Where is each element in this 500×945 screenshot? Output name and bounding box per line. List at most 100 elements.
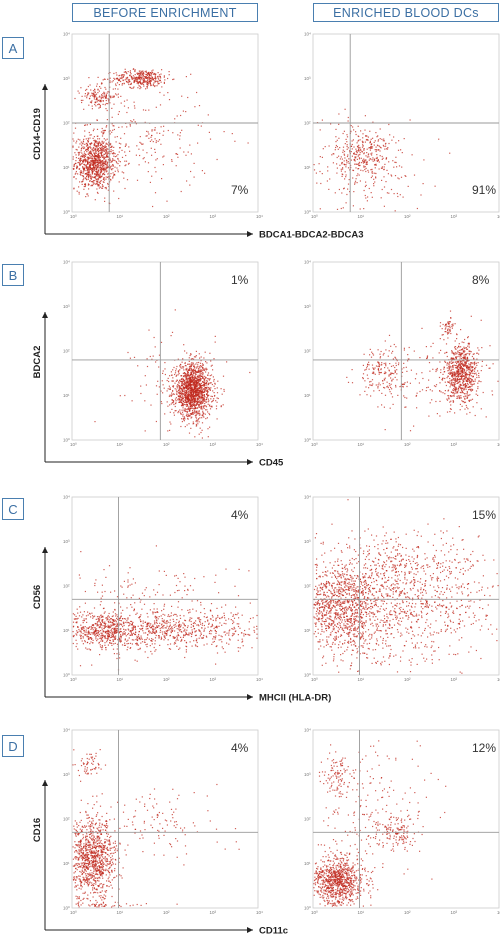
event-dot [104,92,106,94]
event-dot [157,80,159,82]
event-dot [198,383,200,385]
event-dot [175,389,177,391]
event-dot [76,167,78,170]
event-dot [112,158,114,160]
event-dot [463,396,465,398]
event-dot [360,157,362,159]
event-dot [456,347,459,349]
event-dot [454,346,457,348]
event-dot [223,131,225,133]
event-dot [390,374,392,376]
event-dot [467,380,469,382]
event-dot [96,141,98,143]
event-dot [196,393,198,395]
event-dot [393,373,395,375]
event-dot [105,95,107,97]
event-dot [171,392,173,394]
event-dot [95,154,97,156]
event-dot [188,395,190,397]
event-dot [324,146,326,148]
event-dot [459,372,461,374]
event-dot [457,382,459,384]
event-dot [140,77,143,79]
event-dot [453,395,455,397]
event-dot [329,178,331,180]
event-dot [181,381,183,383]
event-dot [101,163,103,165]
event-dot [492,363,494,365]
event-dot [480,319,482,321]
event-dot [182,402,184,404]
event-dot [86,193,88,195]
event-dot [177,399,179,401]
event-dot [198,414,200,416]
event-dot [161,69,163,71]
event-dot [162,370,164,372]
event-dot [96,630,98,632]
event-dot [460,384,462,386]
event-dot [189,387,191,389]
event-dot [160,73,162,75]
event-dot [206,392,208,395]
event-dot [176,387,178,389]
event-dot [99,618,101,620]
event-dot [117,158,119,160]
event-dot [92,166,95,169]
event-dot [152,69,154,71]
event-dot [445,323,447,325]
event-dot [187,408,189,410]
event-dot [198,353,200,355]
event-dot [320,182,322,185]
event-dot [106,109,108,112]
event-dot [186,375,188,378]
event-dot [221,393,223,395]
event-dot [95,98,98,100]
event-dot [89,143,91,145]
row-a-y-arrowhead [42,84,48,90]
event-dot [191,363,193,365]
event-dot [379,357,381,359]
event-dot [196,421,198,423]
row-b-y-arrowhead [42,312,48,318]
event-dot [132,628,134,630]
event-dot [336,167,338,169]
event-dot [83,156,85,159]
event-dot [184,373,186,375]
event-dot [191,398,193,400]
event-dot [471,355,473,358]
row-label-c: C [2,498,24,520]
event-dot [465,379,467,382]
event-dot [220,406,222,408]
event-dot [208,388,210,391]
event-dot [358,163,360,165]
event-dot [92,162,94,164]
event-dot [199,365,201,367]
event-dot [394,210,396,212]
event-dot [145,88,147,90]
event-dot [194,408,196,410]
event-dot [463,372,465,374]
event-dot [151,70,153,72]
event-dot [151,175,153,177]
event-dot [124,71,127,73]
event-dot [366,152,368,154]
event-dot [182,388,184,390]
event-dot [133,119,135,121]
event-dot [150,85,152,87]
event-dot [168,99,171,101]
event-dot [137,81,139,83]
event-dot [453,358,455,360]
event-dot [178,382,180,384]
event-dot [146,152,148,154]
event-dot [111,116,113,118]
event-dot [193,364,195,366]
event-dot [137,73,139,75]
event-dot [452,372,454,374]
event-dot [95,93,98,95]
row-b-panel-1-xtick: 10³ [210,442,217,447]
event-dot [96,174,98,176]
event-dot [455,387,457,389]
event-dot [132,75,134,77]
event-dot [460,397,462,399]
event-dot [453,353,455,355]
